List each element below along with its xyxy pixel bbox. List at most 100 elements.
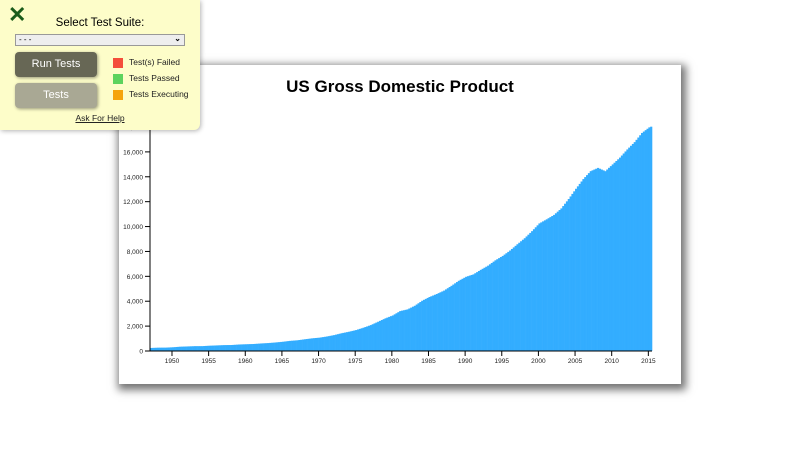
bar — [223, 345, 226, 351]
bar — [487, 265, 490, 351]
bar — [199, 346, 202, 351]
bar — [646, 128, 649, 351]
bar — [175, 346, 178, 351]
bar — [181, 346, 184, 351]
bar — [538, 223, 541, 351]
bar — [307, 338, 310, 351]
bar — [206, 345, 209, 351]
bar — [472, 274, 475, 351]
bar — [210, 345, 213, 351]
bar — [595, 168, 598, 351]
bar — [626, 149, 629, 351]
bar — [501, 255, 504, 351]
bar — [283, 341, 286, 351]
bar — [650, 126, 653, 351]
x-tick-label: 1950 — [165, 358, 180, 365]
bar — [289, 340, 292, 351]
bar — [247, 344, 250, 351]
bar — [188, 346, 191, 351]
bar — [600, 169, 603, 351]
bar — [631, 143, 634, 351]
bar — [452, 284, 455, 351]
bar — [287, 341, 290, 351]
chart-title: US Gross Domestic Product — [286, 77, 514, 96]
bar — [410, 307, 413, 351]
bar — [265, 343, 268, 351]
bar — [327, 336, 330, 351]
bar — [377, 321, 380, 351]
bar — [481, 268, 484, 351]
bar — [613, 162, 616, 351]
failed-swatch — [113, 57, 123, 68]
bar — [575, 188, 578, 351]
y-tick-label: 8,000 — [127, 249, 144, 256]
bar — [170, 347, 173, 351]
bar — [292, 340, 296, 351]
bar — [258, 343, 261, 351]
bar — [192, 346, 195, 351]
bar — [593, 169, 596, 351]
bar — [241, 344, 244, 351]
bar — [586, 175, 589, 351]
bar — [195, 346, 198, 351]
bar — [380, 320, 383, 351]
y-tick-label: 4,000 — [127, 299, 144, 306]
bar — [208, 345, 211, 351]
bar — [432, 295, 435, 351]
y-tick-label: 16,000 — [123, 149, 143, 156]
bar — [560, 208, 563, 351]
bar — [155, 347, 158, 351]
bar — [633, 142, 636, 351]
bar — [494, 260, 497, 351]
bar — [463, 277, 466, 351]
bar — [476, 272, 479, 351]
bar — [182, 346, 186, 351]
legend-failed: Test(s) Failed — [113, 57, 180, 68]
bar — [201, 346, 204, 351]
bar — [534, 227, 537, 351]
bar — [620, 155, 623, 351]
bar — [415, 304, 418, 351]
bar — [421, 300, 424, 351]
x-tick-label: 2010 — [604, 358, 619, 365]
bar — [276, 342, 279, 351]
close-x-icon[interactable]: ✕ — [8, 2, 27, 27]
bar — [274, 342, 277, 351]
bar — [422, 299, 426, 351]
bar — [466, 276, 470, 351]
bar — [382, 319, 385, 351]
bar — [477, 270, 481, 351]
test-suite-select[interactable]: - - - ⌄ — [15, 34, 185, 46]
bar — [411, 306, 415, 351]
bar — [641, 132, 644, 351]
run-tests-button[interactable]: Run Tests — [15, 52, 97, 77]
bar — [294, 340, 297, 351]
bar — [239, 344, 242, 351]
bar — [569, 196, 572, 351]
bar — [479, 269, 482, 351]
bar — [617, 159, 620, 351]
bar — [364, 327, 367, 351]
ask-for-help-link[interactable]: Ask For Help — [75, 113, 125, 123]
bar — [357, 329, 360, 351]
bar — [261, 343, 264, 351]
bar — [615, 161, 618, 351]
bar — [428, 297, 431, 351]
bar — [190, 346, 193, 351]
bar — [186, 346, 189, 351]
tests-button[interactable]: Tests — [15, 83, 97, 108]
bar — [215, 345, 219, 351]
bar — [637, 137, 640, 351]
bar — [256, 343, 259, 351]
bar — [347, 331, 351, 351]
bar — [179, 346, 182, 351]
bar — [437, 293, 440, 351]
bar — [553, 214, 556, 351]
bar — [597, 167, 600, 351]
y-tick-label: 12,000 — [123, 199, 143, 206]
bar — [567, 199, 570, 351]
bar — [402, 310, 405, 351]
bar — [455, 282, 459, 351]
bar — [346, 332, 349, 351]
bar — [444, 289, 448, 351]
